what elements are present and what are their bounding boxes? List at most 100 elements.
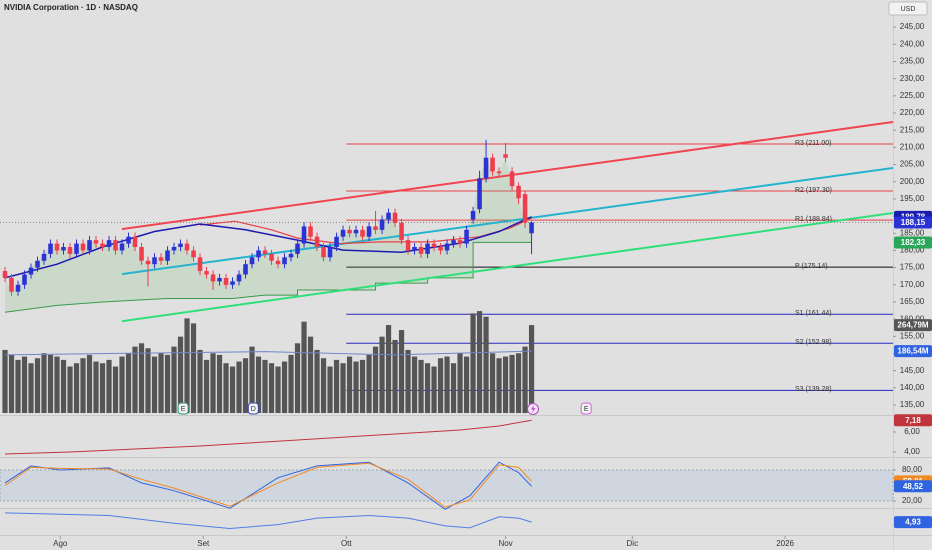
volume-bar (262, 359, 268, 413)
indicator-line (121, 121, 894, 231)
x-tick-label: Ott (341, 539, 352, 548)
indicator-line (121, 212, 894, 323)
price-badge-label: 4,93 (905, 518, 921, 527)
y-tick-label: 205,00 (900, 160, 925, 169)
pivot-label: R2 (197.30) (795, 187, 832, 194)
price-badge (894, 480, 932, 493)
pivot-label: P (175.14) (795, 263, 828, 270)
x-tick-label: Set (197, 539, 210, 548)
candle-body (399, 222, 404, 241)
y-tick-label: 210,00 (900, 142, 925, 151)
y-tick-label: 195,00 (900, 194, 925, 203)
y-tick-label: 145,00 (900, 366, 925, 375)
candle-body (178, 243, 183, 248)
candle-body (262, 250, 268, 254)
volume-bar (437, 358, 444, 413)
price-badge (894, 216, 932, 229)
candle-body (386, 212, 391, 220)
candle-body (444, 243, 450, 251)
volume-bar (379, 336, 385, 413)
y-tick-label: 235,00 (900, 57, 925, 66)
candle-body (15, 284, 21, 292)
price-badge-label: 182,33 (901, 238, 926, 247)
volume-bar (229, 366, 236, 413)
y-tick-label: 4,00 (904, 447, 920, 456)
candle-body (217, 277, 222, 282)
y-tick-label: 135,00 (900, 400, 925, 409)
supertrend-fill (5, 157, 532, 313)
price-badge (894, 319, 932, 332)
candle-body (509, 171, 515, 187)
y-tick-label: 200,00 (900, 177, 925, 186)
volume-bar (515, 353, 522, 413)
volume-bar (112, 366, 119, 413)
volume-bar (99, 363, 106, 413)
volume-bar (444, 356, 450, 413)
event-marker (177, 402, 189, 415)
y-tick-label: 245,00 (900, 22, 925, 31)
candle-body (80, 243, 86, 251)
candle-body (425, 243, 430, 254)
volume-bar (496, 358, 502, 413)
candle-body (496, 171, 502, 174)
volume-bar (327, 366, 333, 413)
volume-bar (197, 349, 203, 413)
volume-bar (125, 353, 132, 413)
volume-bar (522, 346, 528, 413)
candle-body (470, 210, 476, 220)
currency-label[interactable]: USD (901, 6, 916, 13)
volume-bar (470, 313, 476, 413)
volume-bar (431, 366, 437, 413)
volume-bar (86, 354, 93, 413)
volume-bar (158, 353, 164, 413)
candle-body (93, 240, 99, 244)
volume-bar (119, 356, 125, 413)
currency-box[interactable] (888, 1, 928, 16)
volume-bar (320, 358, 327, 413)
candle-body (314, 236, 320, 248)
candle-body (2, 271, 8, 278)
event-label: E (181, 406, 186, 413)
volume-bar (288, 354, 294, 413)
candle-body (295, 243, 300, 254)
candle-body (301, 226, 307, 244)
price-badge-label: 48,52 (903, 482, 924, 491)
candle-body (9, 277, 14, 292)
volume-bar (73, 363, 80, 413)
volume-bar (463, 356, 470, 413)
volume-bar (210, 353, 216, 413)
y-tick-label: 185,00 (900, 228, 925, 237)
price-badge-label: 264,79M (897, 321, 928, 330)
volume-bar (67, 366, 73, 413)
candle-body (48, 243, 53, 254)
y-tick-label: 240,00 (900, 39, 925, 48)
candle-body (483, 157, 489, 179)
candle-body (41, 253, 47, 261)
volume-bar (346, 356, 353, 413)
candle-body (223, 277, 229, 285)
volume-bar (294, 343, 301, 413)
volume-bar (398, 330, 405, 413)
candle-body (438, 247, 443, 251)
candle-body (152, 257, 157, 265)
volume-bar (450, 363, 457, 413)
candle-body (61, 247, 66, 251)
volume-bar (385, 325, 392, 413)
volume-ma (4, 350, 532, 356)
volume-bar (509, 354, 515, 413)
volume-bar (8, 354, 15, 413)
volume-bar (60, 359, 67, 413)
candle-body (340, 229, 346, 237)
candle-body (106, 240, 112, 248)
y-tick-label: 180,00 (900, 246, 925, 255)
event-label: E (584, 406, 589, 413)
volume-bar (340, 363, 346, 413)
indicator-line (4, 419, 532, 455)
candle-body (165, 250, 170, 261)
event-marker (247, 402, 259, 415)
volume-bar (2, 349, 8, 413)
candle-body (191, 250, 196, 258)
pivot-label: S1 (161.44) (795, 310, 832, 317)
candle-body (269, 253, 274, 261)
